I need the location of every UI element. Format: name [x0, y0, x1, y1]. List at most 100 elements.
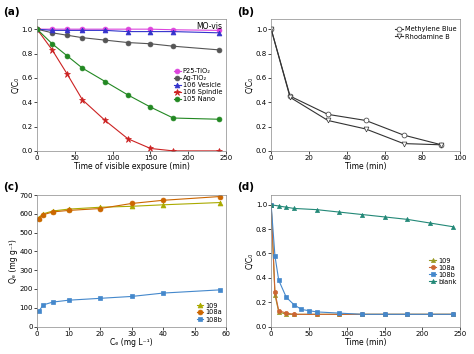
108b — [97, 296, 103, 301]
108a — [272, 290, 278, 295]
Methylene Blue — [401, 133, 406, 137]
105 Nano — [125, 93, 131, 97]
109 — [382, 312, 387, 316]
108b — [276, 278, 282, 282]
108b — [291, 302, 297, 307]
106 Vesicle — [64, 28, 70, 33]
108b — [427, 312, 433, 316]
X-axis label: Cₑ (mg L⁻¹): Cₑ (mg L⁻¹) — [110, 338, 153, 347]
Methylene Blue — [363, 118, 369, 122]
108b — [129, 294, 135, 298]
Line: 105 Nano: 105 Nano — [35, 27, 221, 122]
P25-TiO₂ — [64, 27, 70, 31]
106 Spindle — [49, 48, 55, 52]
105 Nano — [170, 116, 176, 120]
108a — [337, 312, 342, 316]
blank — [268, 202, 274, 207]
P25-TiO₂ — [102, 27, 108, 31]
108a — [283, 311, 289, 315]
Rhodamine B — [287, 95, 293, 99]
Ag-TiO₂ — [147, 42, 153, 46]
106 Vesicle — [147, 29, 153, 34]
Rhodamine B — [268, 27, 274, 31]
106 Spindle — [216, 149, 221, 153]
108b — [217, 288, 223, 292]
106 Vesicle — [34, 27, 40, 31]
Line: Ag-TiO₂: Ag-TiO₂ — [35, 27, 221, 52]
109 — [427, 312, 433, 316]
Y-axis label: C/C₀: C/C₀ — [246, 77, 255, 93]
109 — [450, 312, 456, 316]
108b — [404, 312, 410, 316]
Text: MO-vis: MO-vis — [196, 22, 222, 31]
X-axis label: Time of visible exposure (min): Time of visible exposure (min) — [73, 162, 190, 171]
Line: 108a: 108a — [269, 203, 455, 316]
108b — [382, 312, 387, 316]
P25-TiO₂ — [34, 27, 40, 31]
108a — [359, 312, 365, 316]
Rhodamine B — [438, 143, 444, 147]
108b — [66, 298, 72, 302]
P25-TiO₂ — [80, 27, 85, 31]
106 Spindle — [170, 149, 176, 153]
Line: 108a: 108a — [36, 194, 222, 221]
108b — [36, 309, 41, 314]
109 — [217, 200, 223, 205]
Ag-TiO₂ — [80, 35, 85, 40]
108b — [359, 312, 365, 316]
blank — [359, 212, 365, 217]
P25-TiO₂ — [147, 27, 153, 31]
Ag-TiO₂ — [102, 38, 108, 42]
109 — [404, 312, 410, 316]
Methylene Blue — [287, 94, 293, 98]
Line: 108b: 108b — [269, 203, 455, 316]
108b — [272, 254, 278, 258]
108a — [276, 309, 282, 313]
109 — [291, 312, 297, 316]
Ag-TiO₂ — [34, 27, 40, 31]
108b — [268, 202, 274, 207]
108a — [314, 312, 319, 316]
X-axis label: Time (min): Time (min) — [345, 162, 386, 171]
105 Nano — [216, 117, 221, 121]
106 Spindle — [147, 146, 153, 150]
Methylene Blue — [268, 27, 274, 31]
106 Vesicle — [49, 28, 55, 33]
108b — [299, 307, 304, 312]
108a — [382, 312, 387, 316]
Y-axis label: C/C₀: C/C₀ — [11, 77, 20, 93]
Ag-TiO₂ — [64, 33, 70, 38]
108a — [268, 202, 274, 207]
Line: blank: blank — [269, 203, 455, 229]
109 — [160, 203, 166, 207]
blank — [291, 206, 297, 211]
109 — [272, 293, 278, 297]
108a — [40, 213, 46, 217]
106 Vesicle — [170, 29, 176, 34]
108a — [450, 312, 456, 316]
108a — [427, 312, 433, 316]
108a — [50, 210, 55, 214]
105 Nano — [80, 66, 85, 70]
blank — [450, 224, 456, 229]
105 Nano — [102, 79, 108, 84]
Text: (b): (b) — [237, 7, 254, 17]
106 Vesicle — [216, 31, 221, 35]
108a — [217, 194, 223, 199]
Legend: 109, 108a, 108b: 109, 108a, 108b — [196, 302, 223, 323]
106 Spindle — [102, 118, 108, 122]
106 Vesicle — [102, 28, 108, 33]
Legend: 109, 108a, 108b, blank: 109, 108a, 108b, blank — [428, 257, 457, 285]
blank — [337, 210, 342, 214]
109 — [66, 207, 72, 211]
Line: 109: 109 — [36, 200, 222, 220]
108a — [66, 208, 72, 212]
blank — [404, 217, 410, 222]
Ag-TiO₂ — [49, 31, 55, 35]
109 — [359, 312, 365, 316]
109 — [283, 312, 289, 316]
Methylene Blue — [325, 112, 331, 116]
P25-TiO₂ — [170, 28, 176, 32]
108a — [160, 198, 166, 202]
Ag-TiO₂ — [170, 44, 176, 48]
